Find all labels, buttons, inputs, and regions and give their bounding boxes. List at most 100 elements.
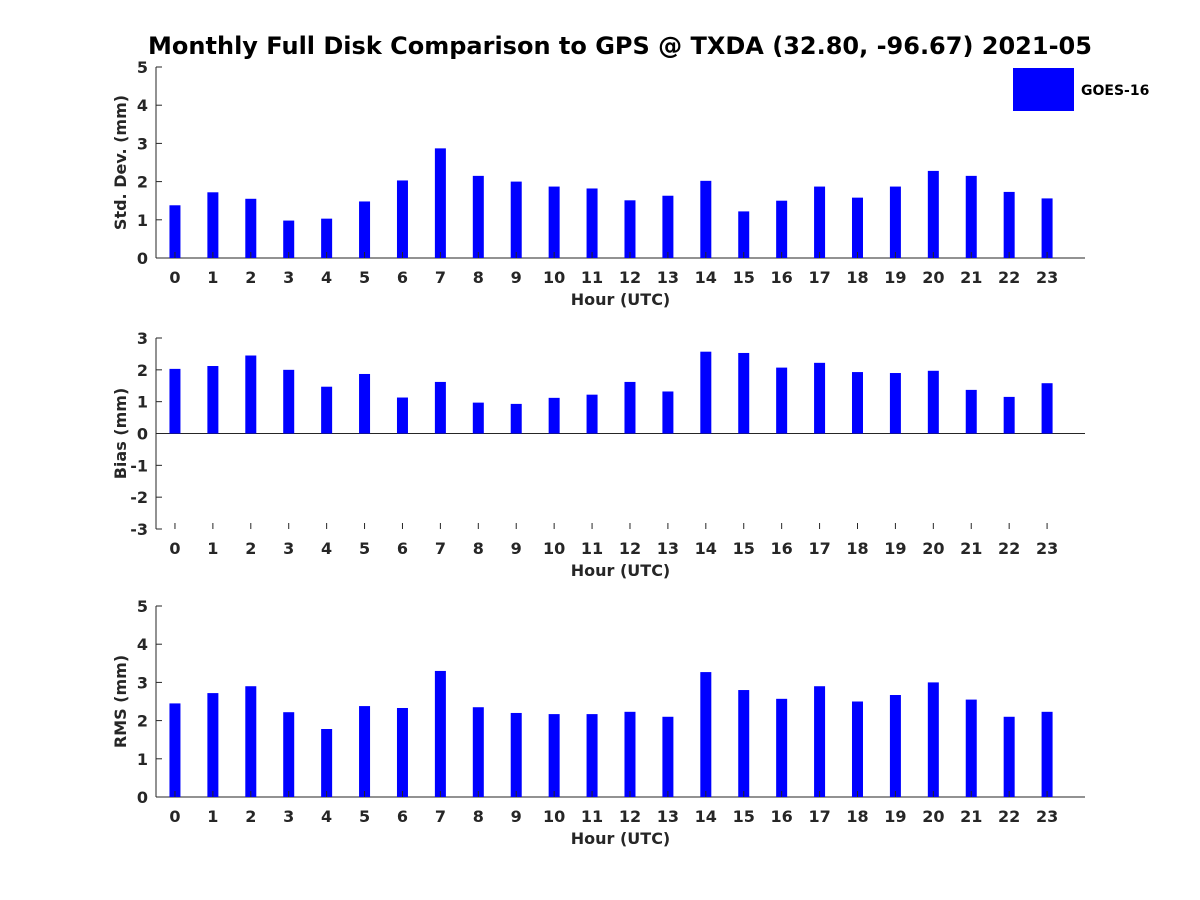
x-tick-label: 10	[543, 539, 565, 558]
x-tick-label: 21	[960, 539, 982, 558]
y-tick-label: 3	[137, 673, 148, 692]
bar	[472, 175, 484, 258]
bar	[776, 200, 788, 258]
x-tick-label: 5	[359, 268, 370, 287]
bar	[472, 402, 484, 434]
y-tick-label: -1	[130, 456, 148, 475]
bar	[586, 188, 598, 258]
bar	[321, 729, 333, 797]
bar	[510, 403, 522, 434]
x-tick-label: 9	[511, 539, 522, 558]
x-tick-label: 18	[846, 539, 868, 558]
x-tick-label: 22	[998, 539, 1020, 558]
x-tick-label: 15	[733, 539, 755, 558]
x-tick-label: 3	[283, 807, 294, 826]
y-tick-label: 2	[137, 361, 148, 380]
x-tick-label: 6	[397, 268, 408, 287]
x-tick-label: 6	[397, 807, 408, 826]
bar	[245, 198, 257, 258]
x-tick-label: 0	[169, 807, 180, 826]
x-tick-label: 16	[771, 807, 793, 826]
bar	[814, 186, 826, 258]
x-axis-label: Hour (UTC)	[571, 290, 671, 309]
bar	[586, 714, 598, 797]
bar	[662, 391, 674, 434]
x-tick-label: 4	[321, 539, 332, 558]
x-tick-label: 16	[771, 539, 793, 558]
x-tick-label: 18	[846, 807, 868, 826]
y-tick-label: -2	[130, 488, 148, 507]
x-tick-label: 12	[619, 807, 641, 826]
y-tick-label: 1	[137, 750, 148, 769]
x-tick-label: 4	[321, 268, 332, 287]
y-tick-label: 1	[137, 393, 148, 412]
y-axis-label: RMS (mm)	[111, 655, 130, 748]
bar	[851, 197, 863, 258]
bar	[283, 369, 295, 434]
bar	[624, 711, 636, 797]
x-tick-label: 6	[397, 539, 408, 558]
x-tick-label: 0	[169, 268, 180, 287]
bar	[510, 181, 522, 258]
x-tick-label: 11	[581, 539, 603, 558]
bar	[851, 372, 863, 434]
bar	[1003, 396, 1015, 434]
x-tick-label: 0	[169, 539, 180, 558]
bar	[1041, 198, 1053, 258]
chart-title: Monthly Full Disk Comparison to GPS @ TX…	[148, 32, 1092, 60]
x-axis-label: Hour (UTC)	[571, 829, 671, 848]
bar	[927, 170, 939, 258]
bar	[889, 186, 901, 258]
y-tick-label: 0	[137, 249, 148, 268]
bar	[321, 386, 333, 434]
bar	[359, 201, 371, 258]
y-tick-label: 5	[137, 597, 148, 616]
x-tick-label: 2	[245, 539, 256, 558]
x-tick-label: 7	[435, 807, 446, 826]
x-tick-label: 9	[511, 807, 522, 826]
bar	[965, 699, 977, 797]
x-tick-label: 19	[884, 807, 906, 826]
bar	[738, 211, 750, 258]
bar	[814, 686, 826, 797]
bar	[321, 218, 333, 258]
bar	[927, 682, 939, 797]
bar	[510, 712, 522, 797]
x-tick-label: 19	[884, 268, 906, 287]
y-tick-label: 1	[137, 211, 148, 230]
x-tick-label: 1	[207, 807, 218, 826]
y-tick-label: 2	[137, 173, 148, 192]
bar	[700, 351, 712, 434]
x-tick-label: 11	[581, 807, 603, 826]
y-tick-label: 3	[137, 329, 148, 348]
x-tick-label: 4	[321, 807, 332, 826]
bar	[283, 220, 295, 258]
legend: GOES-16	[1013, 68, 1149, 111]
y-axis-label: Bias (mm)	[111, 388, 130, 480]
y-tick-label: 2	[137, 712, 148, 731]
x-tick-label: 9	[511, 268, 522, 287]
bar	[1003, 191, 1015, 258]
x-tick-label: 2	[245, 268, 256, 287]
x-tick-label: 14	[695, 807, 717, 826]
bar	[851, 701, 863, 797]
x-tick-label: 5	[359, 539, 370, 558]
y-tick-label: -3	[130, 520, 148, 539]
y-tick-label: 4	[137, 635, 148, 654]
x-tick-label: 8	[473, 268, 484, 287]
x-tick-label: 1	[207, 539, 218, 558]
bar	[434, 381, 446, 434]
x-tick-label: 14	[695, 539, 717, 558]
y-tick-label: 4	[137, 96, 148, 115]
bar	[207, 192, 219, 258]
x-tick-label: 8	[473, 539, 484, 558]
x-tick-label: 18	[846, 268, 868, 287]
x-tick-label: 2	[245, 807, 256, 826]
x-tick-label: 12	[619, 539, 641, 558]
bar	[586, 394, 598, 434]
x-tick-label: 13	[657, 268, 679, 287]
x-tick-label: 23	[1036, 268, 1058, 287]
